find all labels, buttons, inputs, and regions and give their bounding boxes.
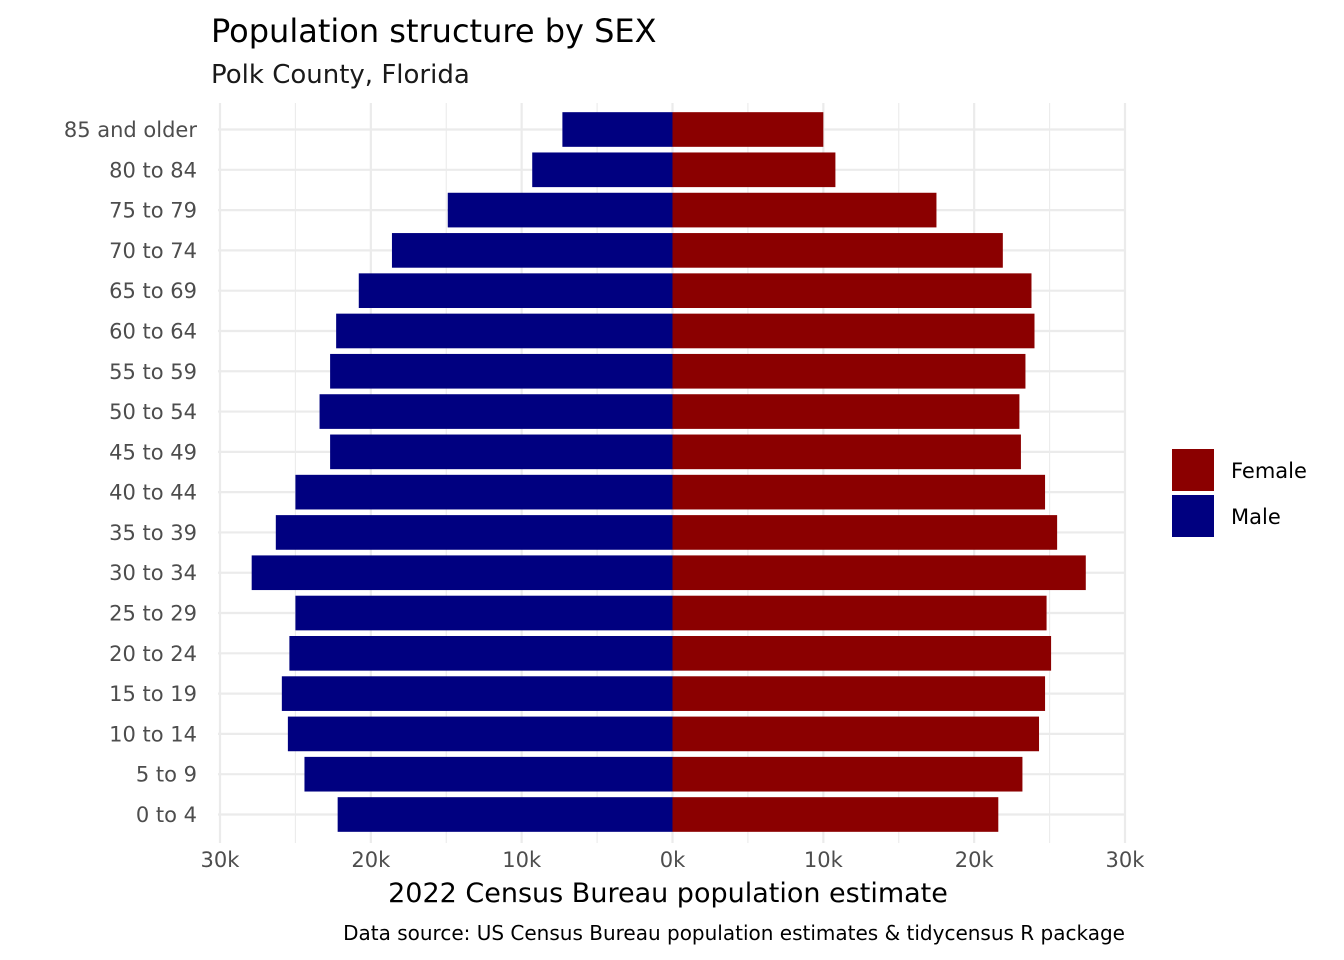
male-bar: [532, 152, 673, 188]
x-tick-label: 20k: [955, 848, 995, 872]
female-bar: [672, 233, 1003, 268]
y-tick-label: 10 to 14: [109, 722, 197, 746]
male-bar: [391, 233, 673, 268]
chart-caption: Data source: US Census Bureau population…: [343, 921, 1125, 945]
female-bar: [672, 515, 1058, 550]
female-bar: [672, 112, 824, 147]
y-tick-label: 0 to 4: [136, 803, 197, 827]
female-bar: [672, 716, 1040, 752]
female-bar: [672, 474, 1046, 510]
y-tick-label: 60 to 64: [109, 319, 197, 343]
female-bar: [672, 152, 836, 188]
bars-group: [251, 112, 1086, 832]
y-tick-label: 40 to 44: [109, 481, 197, 505]
male-bar: [337, 797, 673, 832]
male-bar: [330, 353, 673, 389]
y-tick-label: 30 to 34: [109, 561, 197, 585]
female-bar: [672, 434, 1021, 470]
male-bar: [289, 635, 673, 671]
male-bar: [336, 313, 673, 349]
y-tick-label: 80 to 84: [109, 158, 197, 182]
legend-swatch-male: [1172, 495, 1214, 537]
y-tick-label: 5 to 9: [136, 763, 197, 787]
x-tick-label: 30k: [201, 848, 241, 872]
y-tick-label: 70 to 74: [109, 239, 197, 263]
y-tick-label: 75 to 79: [109, 199, 197, 223]
male-bar: [275, 515, 673, 550]
male-bar: [319, 394, 673, 429]
male-bar: [358, 273, 673, 309]
male-bar: [251, 555, 673, 591]
male-bar: [447, 192, 673, 228]
y-tick-label: 65 to 69: [109, 279, 197, 303]
y-tick-label: 15 to 19: [109, 682, 197, 706]
y-tick-label: 35 to 39: [109, 521, 197, 545]
legend-swatch-female: [1172, 449, 1214, 491]
chart-subtitle: Polk County, Florida: [211, 60, 470, 90]
x-tick-label: 20k: [351, 848, 391, 872]
y-tick-label: 45 to 49: [109, 440, 197, 464]
y-tick-label: 50 to 54: [109, 400, 197, 424]
female-bar: [672, 756, 1023, 792]
chart-title: Population structure by SEX: [211, 12, 657, 50]
female-bar: [672, 555, 1086, 591]
female-bar: [672, 313, 1035, 349]
female-bar: [672, 595, 1047, 631]
x-tick-label: 10k: [804, 848, 844, 872]
male-bar: [295, 595, 673, 631]
female-bar: [672, 192, 937, 228]
female-bar: [672, 273, 1032, 309]
y-axis-tick-labels: 0 to 4 5 to 9 10 to 14 15 to 19 20 to 24 25 t…: [64, 118, 198, 827]
x-axis-tick-labels: 30k 20k 10k 0k 10k 20k 30k: [201, 848, 1146, 872]
x-tick-label: 30k: [1106, 848, 1146, 872]
legend: Female Male: [1172, 449, 1307, 537]
male-bar: [304, 756, 673, 792]
y-tick-label: 85 and older: [64, 118, 198, 142]
x-tick-label: 0k: [660, 848, 686, 872]
female-bar: [672, 797, 999, 832]
y-tick-label: 20 to 24: [109, 642, 197, 666]
y-tick-label: 55 to 59: [109, 360, 197, 384]
y-tick-label: 25 to 29: [109, 602, 197, 626]
male-bar: [562, 112, 673, 147]
male-bar: [287, 716, 673, 752]
x-axis-title: 2022 Census Bureau population estimate: [388, 878, 948, 909]
x-tick-label: 10k: [502, 848, 542, 872]
female-bar: [672, 353, 1026, 389]
female-bar: [672, 676, 1046, 711]
male-bar: [295, 474, 673, 510]
legend-label-female: Female: [1231, 459, 1307, 483]
legend-label-male: Male: [1231, 505, 1281, 529]
female-bar: [672, 635, 1052, 671]
female-bar: [672, 394, 1020, 429]
male-bar: [330, 434, 673, 470]
male-bar: [281, 676, 673, 711]
